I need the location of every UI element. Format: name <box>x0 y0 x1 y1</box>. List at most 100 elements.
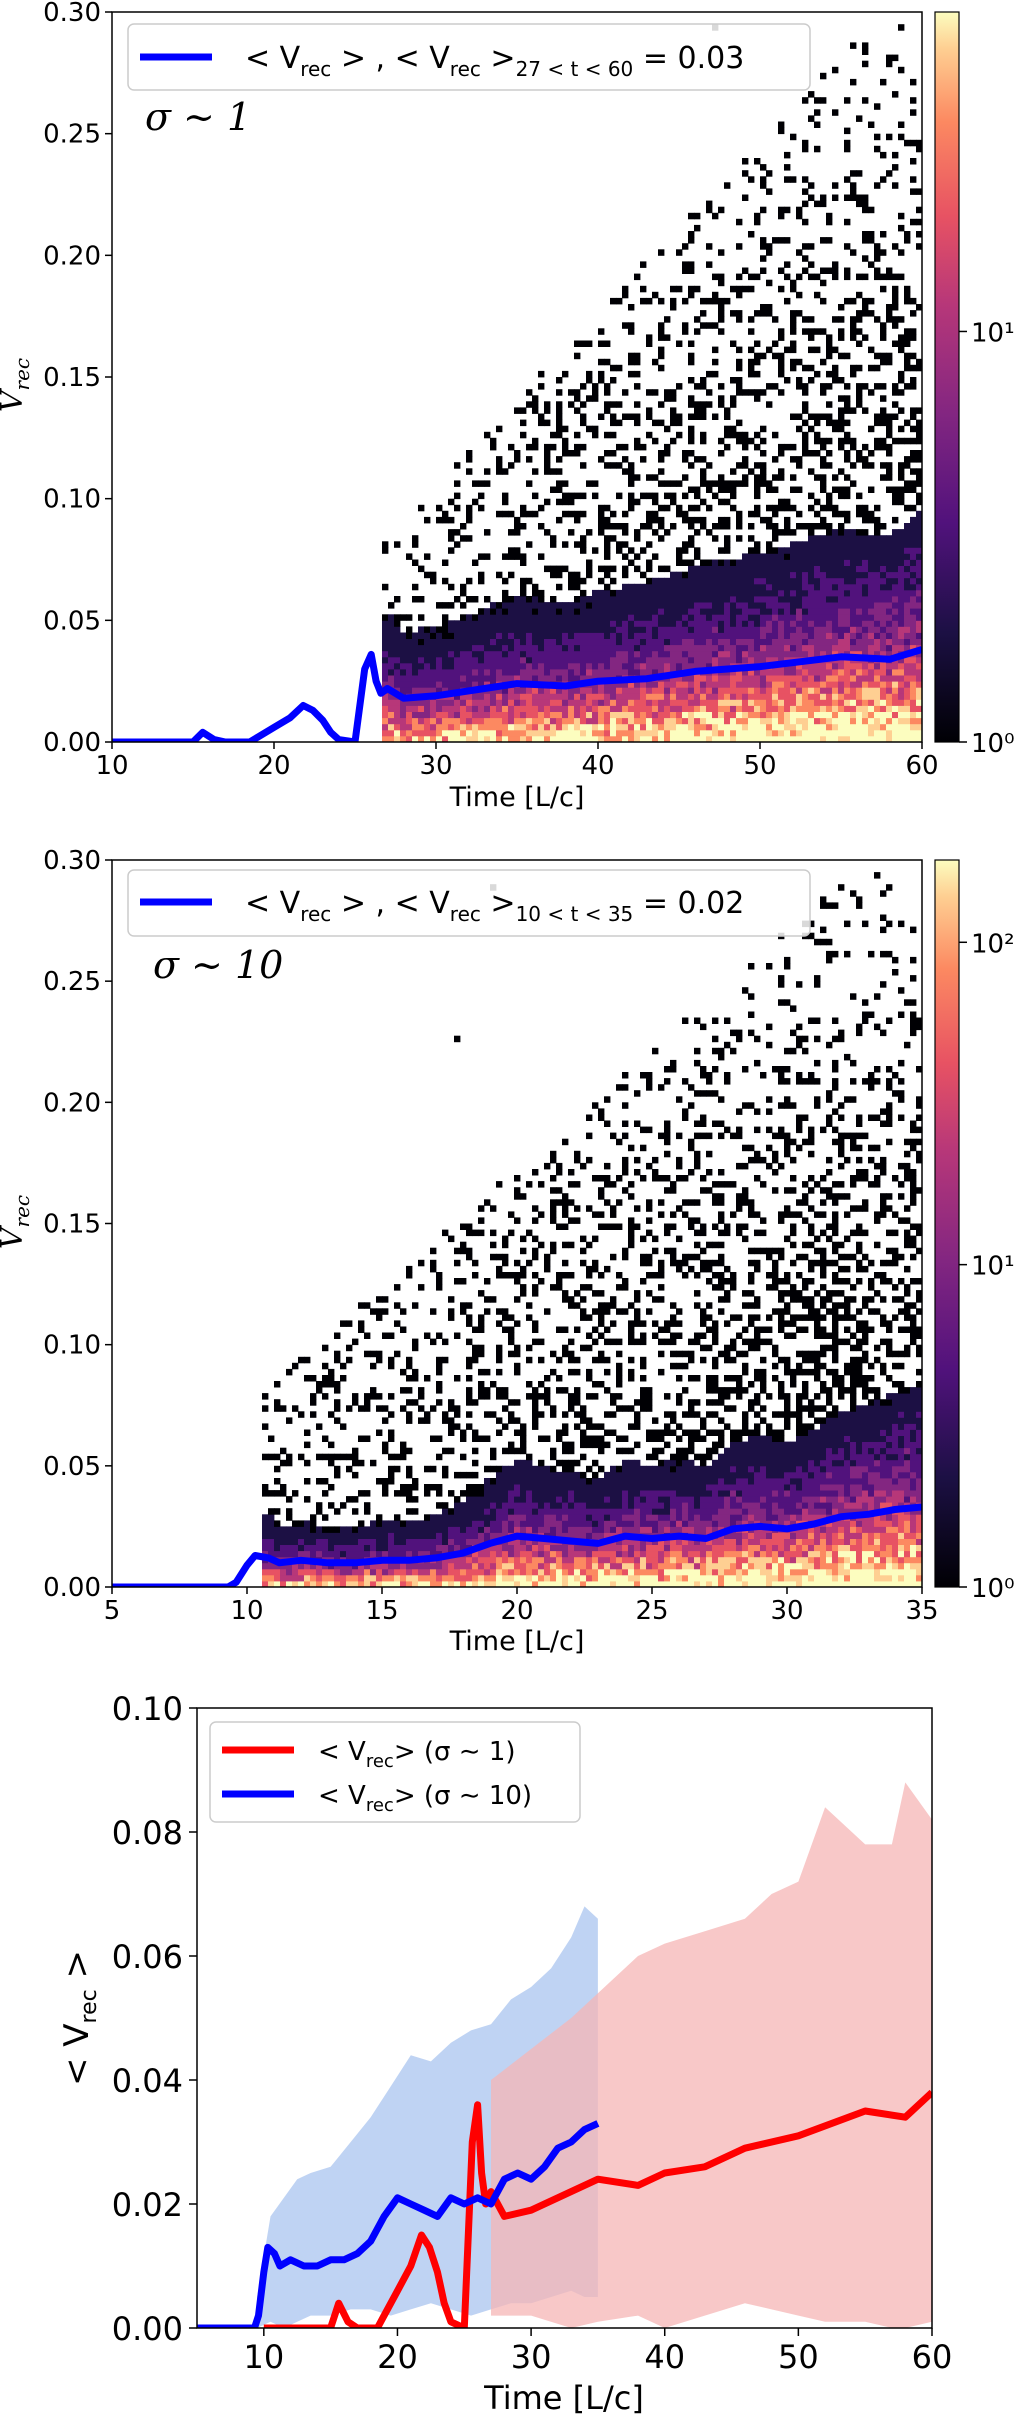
heatmap-cell <box>682 662 689 670</box>
heatmap-cell <box>550 693 557 700</box>
heatmap-cell <box>592 602 599 609</box>
heatmap-cell <box>484 1574 491 1582</box>
x-tick-label: 60 <box>905 751 938 781</box>
heatmap-cell <box>520 1490 527 1497</box>
heatmap-cell <box>370 1459 377 1467</box>
heatmap-cell <box>784 516 791 524</box>
heatmap-cell <box>514 1187 521 1194</box>
heatmap-cell <box>754 723 761 731</box>
heatmap-cell <box>628 656 635 664</box>
heatmap-cell <box>544 1568 551 1576</box>
heatmap-cell <box>412 717 419 725</box>
heatmap-cell <box>430 1465 437 1473</box>
heatmap-cell <box>448 1580 455 1587</box>
heatmap-cell <box>736 656 743 664</box>
heatmap-cell <box>736 383 743 390</box>
heatmap-cell <box>826 559 833 566</box>
heatmap-cell <box>718 650 725 658</box>
heatmap-cell <box>460 1302 467 1309</box>
heatmap-cell <box>886 462 893 469</box>
heatmap-cell <box>724 632 731 639</box>
heatmap-cell <box>610 450 617 457</box>
heatmap-cell <box>508 1350 515 1358</box>
heatmap-cell <box>484 1278 491 1285</box>
heatmap-cell <box>556 1272 563 1279</box>
heatmap-cell <box>592 656 599 664</box>
heatmap-cell <box>514 1320 521 1327</box>
heatmap-cell <box>568 510 575 518</box>
heatmap-cell <box>760 650 767 658</box>
heatmap-cell <box>700 650 707 658</box>
heatmap-cell <box>478 711 485 719</box>
heatmap-cell <box>826 662 833 670</box>
heatmap-cell <box>352 1574 359 1582</box>
heatmap-cell <box>400 1580 407 1587</box>
heatmap-cell <box>862 516 869 524</box>
heatmap-cell <box>472 1550 479 1558</box>
heatmap-cell <box>514 1496 521 1503</box>
heatmap-cell <box>388 735 395 742</box>
heatmap-cell <box>484 699 491 706</box>
heatmap-cell <box>898 699 905 706</box>
heatmap-cell <box>484 1308 491 1315</box>
heatmap-cell <box>406 1375 413 1382</box>
heatmap-cell <box>454 717 461 725</box>
heatmap-cell <box>778 553 785 560</box>
heatmap-cell <box>634 602 641 609</box>
heatmap-cell <box>334 1508 341 1515</box>
heatmap-cell <box>298 1526 305 1533</box>
heatmap-cell <box>532 1272 539 1279</box>
heatmap-cell <box>802 626 809 633</box>
heatmap-cell <box>724 547 731 554</box>
heatmap-cell <box>568 1562 575 1570</box>
heatmap-cell <box>820 383 827 390</box>
heatmap-cell <box>520 1478 527 1485</box>
heatmap-cell <box>484 1502 491 1509</box>
heatmap-cell <box>664 620 671 627</box>
heatmap-cell <box>562 1441 569 1449</box>
heatmap-cell <box>580 650 587 658</box>
heatmap-cell <box>652 608 659 615</box>
heatmap-cell <box>544 1520 551 1527</box>
heatmap-cell <box>550 1532 557 1539</box>
heatmap-cell <box>802 650 809 658</box>
heatmap-cell <box>604 650 611 658</box>
heatmap-cell <box>916 596 922 603</box>
heatmap-cell <box>658 602 665 609</box>
heatmap-cell <box>844 145 851 153</box>
heatmap-cell <box>892 413 899 420</box>
heatmap-cell <box>700 559 707 566</box>
heatmap-cell <box>400 717 407 725</box>
heatmap-cell <box>580 735 587 742</box>
heatmap-cell <box>880 419 887 427</box>
heatmap-cell <box>886 273 893 281</box>
heatmap-cell <box>712 650 719 658</box>
heatmap-cell <box>484 693 491 700</box>
heatmap-cell <box>574 431 581 439</box>
heatmap-cell <box>892 316 899 323</box>
heatmap-cell <box>874 669 881 676</box>
heatmap-cell <box>478 480 485 487</box>
heatmap-cell <box>472 1484 479 1491</box>
heatmap-cell <box>886 589 893 597</box>
heatmap-cell <box>382 1574 389 1582</box>
heatmap-cell <box>568 1550 575 1558</box>
heatmap-cell <box>670 662 677 670</box>
heatmap-cell <box>856 395 863 402</box>
heatmap-cell <box>784 687 791 694</box>
heatmap-cell <box>874 571 881 579</box>
heatmap-cell <box>760 602 767 609</box>
heatmap-cell <box>526 389 533 396</box>
heatmap-cell <box>544 1465 551 1473</box>
heatmap-cell <box>706 243 713 250</box>
heatmap-cell <box>826 614 833 621</box>
heatmap-cell <box>712 589 719 597</box>
heatmap-cell <box>916 450 922 457</box>
heatmap-cell <box>814 626 821 633</box>
heatmap-cell <box>466 1484 473 1491</box>
heatmap-cell <box>652 632 659 639</box>
heatmap-cell <box>592 687 599 694</box>
heatmap-cell <box>916 188 922 195</box>
heatmap-cell <box>676 632 683 639</box>
heatmap-cell <box>424 656 431 664</box>
